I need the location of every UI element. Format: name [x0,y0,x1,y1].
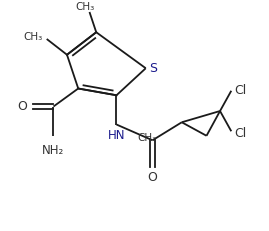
Text: S: S [149,61,157,74]
Text: O: O [148,170,157,183]
Text: Cl: Cl [235,126,247,139]
Text: HN: HN [108,128,125,141]
Text: NH₂: NH₂ [42,143,65,156]
Text: Cl: Cl [235,84,247,97]
Text: CH₃: CH₃ [138,132,157,142]
Text: O: O [18,100,28,112]
Text: CH₃: CH₃ [75,2,95,12]
Text: CH₃: CH₃ [23,31,42,41]
